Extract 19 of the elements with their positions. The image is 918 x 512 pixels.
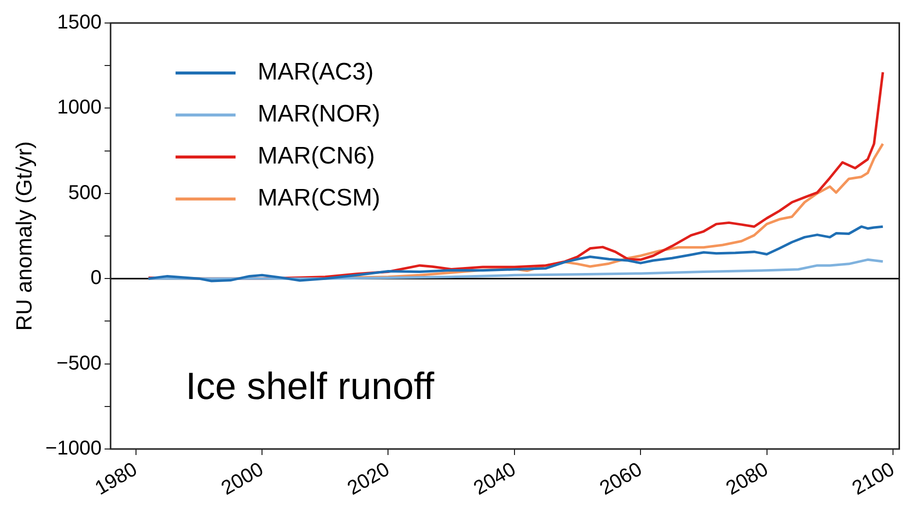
- x-tick-label: 2020: [344, 458, 394, 500]
- legend-label: MAR(AC3): [258, 58, 374, 86]
- x-tick-label: 1980: [92, 458, 142, 500]
- y-tick-label: −1000: [45, 437, 102, 460]
- y-tick-label: 1000: [57, 96, 102, 119]
- y-tick-label: −500: [56, 352, 102, 374]
- x-tick-label: 2040: [470, 458, 520, 500]
- y-tick-label: 1500: [57, 12, 102, 34]
- x-tick-label: 2080: [722, 458, 772, 500]
- y-tick-label: 500: [68, 182, 102, 204]
- legend-label: MAR(CN6): [258, 142, 375, 170]
- x-tick-label: 2000: [218, 458, 268, 500]
- x-tick-label: 2060: [596, 458, 646, 500]
- annotation: Ice shelf runoff: [186, 366, 435, 408]
- legend-label: MAR(NOR): [258, 100, 380, 128]
- y-axis-title: RU anomaly (Gt/yr): [11, 141, 36, 331]
- y-tick-label: 0: [90, 267, 102, 290]
- legend-label: MAR(CSM): [258, 184, 380, 212]
- x-tick-label: 2100: [848, 458, 898, 500]
